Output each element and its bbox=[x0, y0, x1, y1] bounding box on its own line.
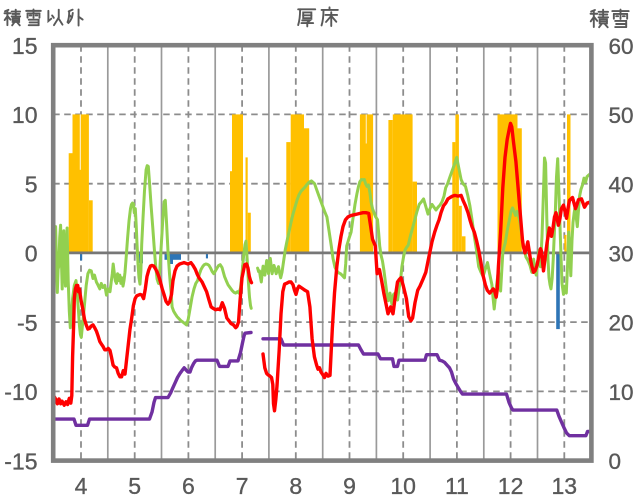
svg-text:15: 15 bbox=[12, 33, 38, 59]
svg-text:0: 0 bbox=[609, 449, 622, 474]
svg-text:10: 10 bbox=[609, 380, 634, 405]
svg-text:11: 11 bbox=[445, 473, 469, 499]
svg-text:7: 7 bbox=[236, 473, 249, 499]
svg-text:4: 4 bbox=[75, 473, 88, 499]
svg-text:-15: -15 bbox=[4, 448, 37, 474]
svg-text:50: 50 bbox=[609, 103, 634, 128]
svg-text:30: 30 bbox=[609, 242, 634, 267]
svg-text:10: 10 bbox=[390, 473, 416, 499]
svg-text:5: 5 bbox=[128, 473, 141, 499]
svg-text:12: 12 bbox=[498, 473, 524, 499]
svg-text:-5: -5 bbox=[17, 310, 37, 336]
svg-text:-10: -10 bbox=[4, 379, 37, 405]
svg-text:5: 5 bbox=[25, 172, 38, 198]
svg-text:9: 9 bbox=[343, 473, 356, 499]
svg-text:60: 60 bbox=[609, 34, 634, 59]
svg-text:10: 10 bbox=[12, 102, 38, 128]
svg-text:40: 40 bbox=[609, 172, 634, 197]
svg-text:13: 13 bbox=[552, 473, 578, 499]
svg-text:8: 8 bbox=[289, 473, 302, 499]
svg-text:6: 6 bbox=[182, 473, 195, 499]
svg-text:0: 0 bbox=[25, 241, 38, 267]
svg-text:20: 20 bbox=[609, 311, 634, 336]
